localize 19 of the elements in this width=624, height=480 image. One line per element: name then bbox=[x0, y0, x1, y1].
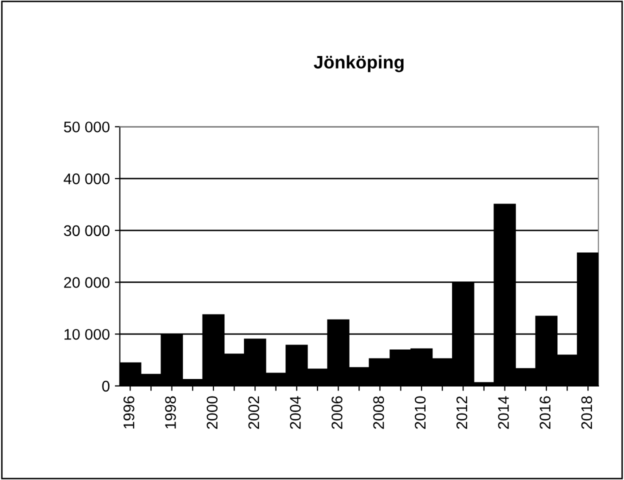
y-tick-label: 0 bbox=[102, 380, 110, 392]
x-tick-label: 1996 bbox=[123, 396, 134, 428]
x-tick-label: 2016 bbox=[540, 396, 550, 429]
x-tick-label: 1998 bbox=[165, 396, 176, 428]
x-tick-label: 2014 bbox=[498, 396, 509, 429]
chart-title: Jönköping bbox=[314, 55, 404, 72]
y-tick-label: 50 000 bbox=[64, 122, 110, 132]
y-tick-label: 30 000 bbox=[64, 225, 110, 236]
x-tick-label: 2000 bbox=[206, 396, 218, 429]
x-tick-label: 2006 bbox=[332, 396, 342, 429]
x-tick-label: 2010 bbox=[414, 396, 426, 429]
y-tick-label: 40 000 bbox=[64, 173, 110, 184]
x-tick-label: 2008 bbox=[373, 396, 384, 429]
y-tick-label: 20 000 bbox=[64, 277, 110, 288]
x-tick-label: 2012 bbox=[456, 396, 468, 429]
x-tick-label: 2002 bbox=[248, 396, 260, 429]
y-tick-label: 10 000 bbox=[64, 328, 110, 340]
x-tick-label: 2004 bbox=[290, 396, 301, 429]
x-tick-label: 2018 bbox=[581, 396, 592, 429]
